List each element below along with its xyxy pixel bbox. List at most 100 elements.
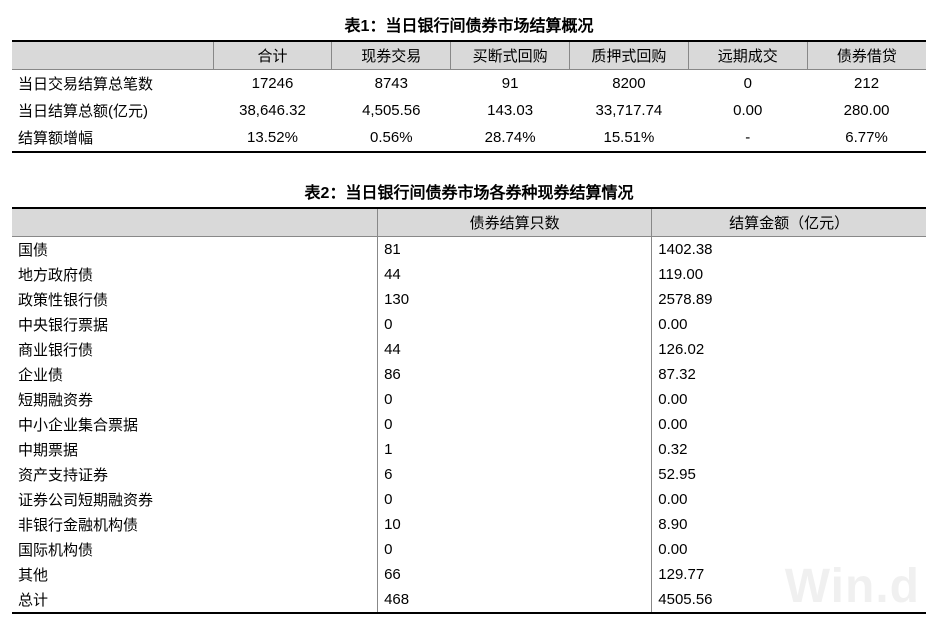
table2-row-amount: 0.00 [652,312,926,337]
table2-row-amount: 0.00 [652,412,926,437]
table2-col-0 [12,208,378,237]
table2-row-amount: 126.02 [652,337,926,362]
table2-row-count: 44 [378,337,652,362]
table1-col-6: 债券借贷 [807,41,926,70]
table2-row-name: 企业债 [12,362,378,387]
table2-row-name: 政策性银行债 [12,287,378,312]
table2-row-count: 130 [378,287,652,312]
table1-cell: 0 [688,70,807,98]
table2-col-2: 结算金额（亿元） [652,208,926,237]
table1-section: 表1：当日银行间债券市场结算概况 合计 现券交易 买断式回购 质押式回购 远期成… [12,8,926,153]
table1-cell: 212 [807,70,926,98]
table2-row: 国债811402.38 [12,237,926,263]
table1-header-row: 合计 现券交易 买断式回购 质押式回购 远期成交 债券借贷 [12,41,926,70]
table2-row-amount: 129.77 [652,562,926,587]
table2-row-name: 总计 [12,587,378,613]
table1-cell: 4,505.56 [332,97,451,124]
table2-row-name: 中央银行票据 [12,312,378,337]
table2-row-amount: 0.00 [652,487,926,512]
table1-col-0 [12,41,213,70]
table1-cell: 6.77% [807,124,926,152]
table2-row-amount: 52.95 [652,462,926,487]
table2-row-amount: 0.32 [652,437,926,462]
table1-cell: 15.51% [570,124,689,152]
table2-row-count: 44 [378,262,652,287]
table2-row: 非银行金融机构债108.90 [12,512,926,537]
table1-cell: - [688,124,807,152]
table2-row: 总计4684505.56 [12,587,926,613]
table1-cell: 33,717.74 [570,97,689,124]
table2-section: 表2：当日银行间债券市场各券种现券结算情况 债券结算只数 结算金额（亿元） 国债… [12,175,926,614]
table1-cell: 0.56% [332,124,451,152]
table2-row-name: 非银行金融机构债 [12,512,378,537]
table2-row: 中小企业集合票据00.00 [12,412,926,437]
table2-row-name: 中小企业集合票据 [12,412,378,437]
table2-row-name: 其他 [12,562,378,587]
table2-row-name: 国际机构债 [12,537,378,562]
table2-row: 中期票据10.32 [12,437,926,462]
table1-col-2: 现券交易 [332,41,451,70]
table2-row-count: 0 [378,412,652,437]
table2-row-amount: 4505.56 [652,587,926,613]
table1-col-4: 质押式回购 [570,41,689,70]
table2-row-count: 0 [378,537,652,562]
table2-row-name: 中期票据 [12,437,378,462]
table1-row-label: 当日交易结算总笔数 [12,70,213,98]
table2-row-count: 6 [378,462,652,487]
table2-row-name: 资产支持证券 [12,462,378,487]
table2-col-1: 债券结算只数 [378,208,652,237]
table1: 合计 现券交易 买断式回购 质押式回购 远期成交 债券借贷 当日交易结算总笔数1… [12,40,926,153]
table2-row: 短期融资券00.00 [12,387,926,412]
table1-cell: 143.03 [451,97,570,124]
table2-row-name: 短期融资券 [12,387,378,412]
table1-cell: 13.52% [213,124,332,152]
table2-row: 资产支持证券652.95 [12,462,926,487]
table2-row-count: 10 [378,512,652,537]
table2-row-count: 86 [378,362,652,387]
table1-title: 表1：当日银行间债券市场结算概况 [12,8,926,40]
table2-row-count: 66 [378,562,652,587]
table1-cell: 0.00 [688,97,807,124]
table2-row-amount: 2578.89 [652,287,926,312]
table1-cell: 28.74% [451,124,570,152]
table1-row-label: 当日结算总额(亿元) [12,97,213,124]
table2-row-count: 0 [378,487,652,512]
table2-row-amount: 119.00 [652,262,926,287]
table2-row-amount: 8.90 [652,512,926,537]
table1-row: 当日结算总额(亿元)38,646.324,505.56143.0333,717.… [12,97,926,124]
table1-row-label: 结算额增幅 [12,124,213,152]
table2-row: 证券公司短期融资券00.00 [12,487,926,512]
table2-row: 商业银行债44126.02 [12,337,926,362]
table1-col-3: 买断式回购 [451,41,570,70]
table2-row-name: 证券公司短期融资券 [12,487,378,512]
table2-title: 表2：当日银行间债券市场各券种现券结算情况 [12,175,926,207]
table2-row: 国际机构债00.00 [12,537,926,562]
table1-cell: 280.00 [807,97,926,124]
table1-row: 当日交易结算总笔数1724687439182000212 [12,70,926,98]
table2-row-name: 商业银行债 [12,337,378,362]
table1-cell: 91 [451,70,570,98]
table2-row-amount: 1402.38 [652,237,926,263]
table2-row-count: 1 [378,437,652,462]
table1-cell: 8743 [332,70,451,98]
table2-row-count: 0 [378,387,652,412]
table2-row: 地方政府债44119.00 [12,262,926,287]
table2: 债券结算只数 结算金额（亿元） 国债811402.38地方政府债44119.00… [12,207,926,614]
table2-row: 政策性银行债1302578.89 [12,287,926,312]
table2-row: 其他66129.77 [12,562,926,587]
table2-row-name: 国债 [12,237,378,263]
table1-col-5: 远期成交 [688,41,807,70]
table2-row-amount: 87.32 [652,362,926,387]
table2-row-name: 地方政府债 [12,262,378,287]
table2-row: 企业债8687.32 [12,362,926,387]
table2-row-count: 81 [378,237,652,263]
table2-header-row: 债券结算只数 结算金额（亿元） [12,208,926,237]
table1-row: 结算额增幅13.52%0.56%28.74%15.51%-6.77% [12,124,926,152]
table2-row-count: 468 [378,587,652,613]
table2-row-amount: 0.00 [652,537,926,562]
table2-row-amount: 0.00 [652,387,926,412]
table1-cell: 8200 [570,70,689,98]
table1-col-1: 合计 [213,41,332,70]
table2-row-count: 0 [378,312,652,337]
table2-row: 中央银行票据00.00 [12,312,926,337]
